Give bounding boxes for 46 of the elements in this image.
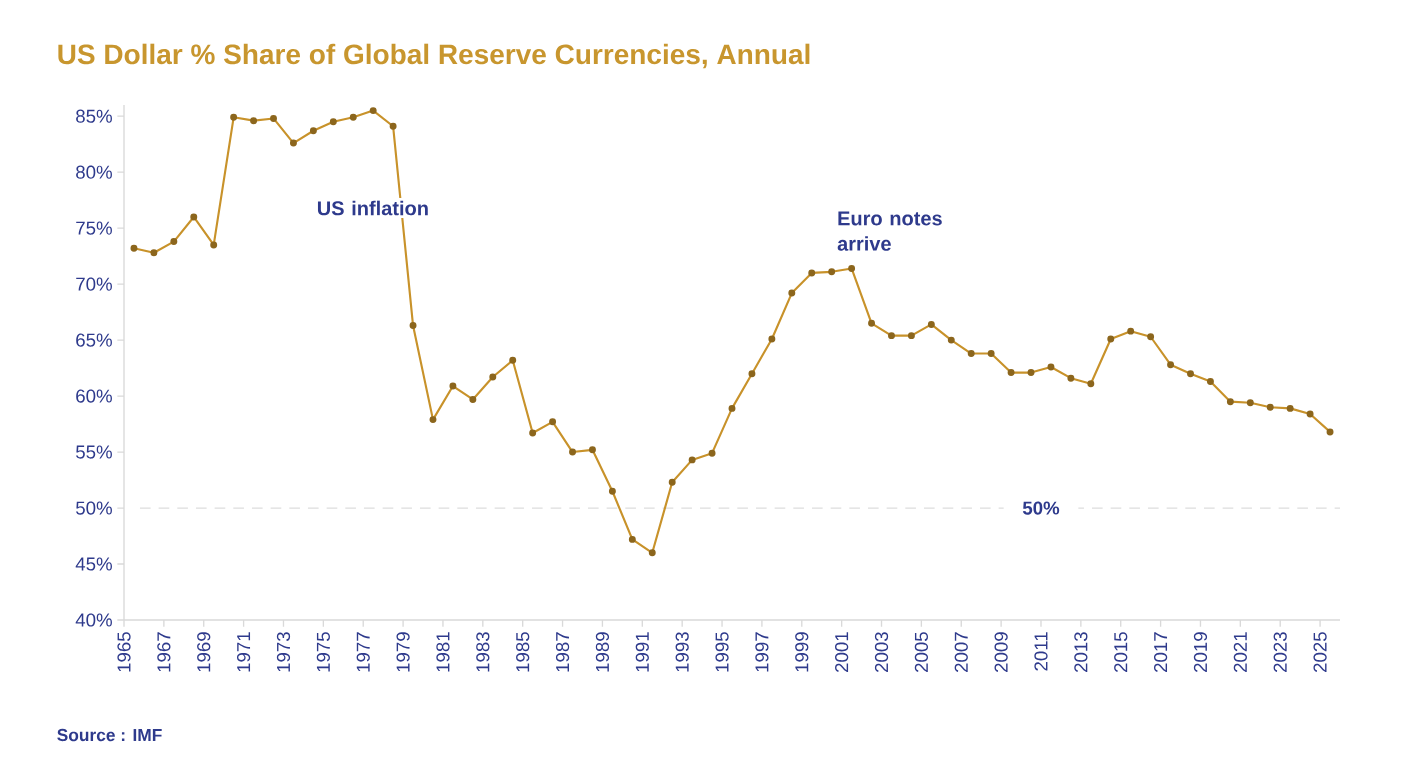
x-tick-label: 2009	[994, 632, 1008, 672]
x-tick-label: 2017	[1153, 632, 1168, 672]
x-tick-label: 1975	[316, 632, 330, 672]
x-tick-label: 1983	[476, 632, 490, 672]
y-tick-label: 65%	[76, 333, 112, 347]
y-tick-label: 45%	[75, 557, 112, 571]
y-tick-label: 80%	[76, 165, 112, 179]
x-tick-label: 1977	[356, 632, 370, 672]
x-tick-label: 1989	[595, 632, 610, 672]
x-tick-label: 2013	[1074, 632, 1088, 672]
x-tick-label: 2003	[874, 632, 889, 672]
y-tick-label: 75%	[76, 221, 112, 235]
x-tick-label: 1999	[795, 632, 809, 672]
y-tick-label: 70%	[76, 277, 112, 291]
x-tick-label: 1985	[516, 632, 530, 672]
source-note: Source : IMF	[57, 728, 162, 742]
x-tick-label: 2011	[1034, 632, 1048, 671]
x-tick-label: 1969	[197, 632, 211, 672]
x-tick-label: 2025	[1313, 632, 1327, 672]
x-tick-label: 1995	[715, 632, 729, 672]
x-tick-label: 1965	[117, 632, 131, 672]
chart-title: US Dollar % Share of Global Reserve Currencies, Annual	[58, 43, 810, 69]
x-tick-label: 1987	[555, 632, 570, 672]
y-tick-label: 40%	[75, 613, 112, 627]
x-tick-label: 2007	[954, 632, 968, 672]
y-tick-label: 60%	[76, 389, 112, 403]
x-tick-label: 2015	[1114, 632, 1128, 672]
x-tick-label: 2005	[914, 632, 928, 672]
x-tick-label: 1973	[276, 632, 291, 672]
x-tick-label: 1971	[236, 632, 251, 672]
x-tick-label: 1979	[396, 632, 410, 672]
y-tick-label: 85%	[76, 109, 112, 123]
annotation: Euro notes arrive	[837, 211, 942, 251]
x-tick-label: 1993	[675, 632, 689, 672]
y-tick-label: 50%	[76, 501, 112, 515]
x-tick-label: 2001	[835, 632, 849, 672]
x-tick-label: 1967	[157, 632, 171, 672]
x-tick-label: 2021	[1233, 632, 1247, 672]
x-tick-label: 1997	[755, 632, 769, 672]
y-tick-label: 55%	[76, 445, 112, 459]
x-tick-label: 1991	[635, 632, 649, 672]
x-tick-label: 2019	[1193, 632, 1208, 672]
x-tick-label: 2023	[1273, 632, 1287, 672]
annotation: US inflation	[317, 200, 428, 216]
x-tick-label: 1981	[436, 632, 450, 672]
ref-line-label: 50%	[1022, 501, 1060, 515]
